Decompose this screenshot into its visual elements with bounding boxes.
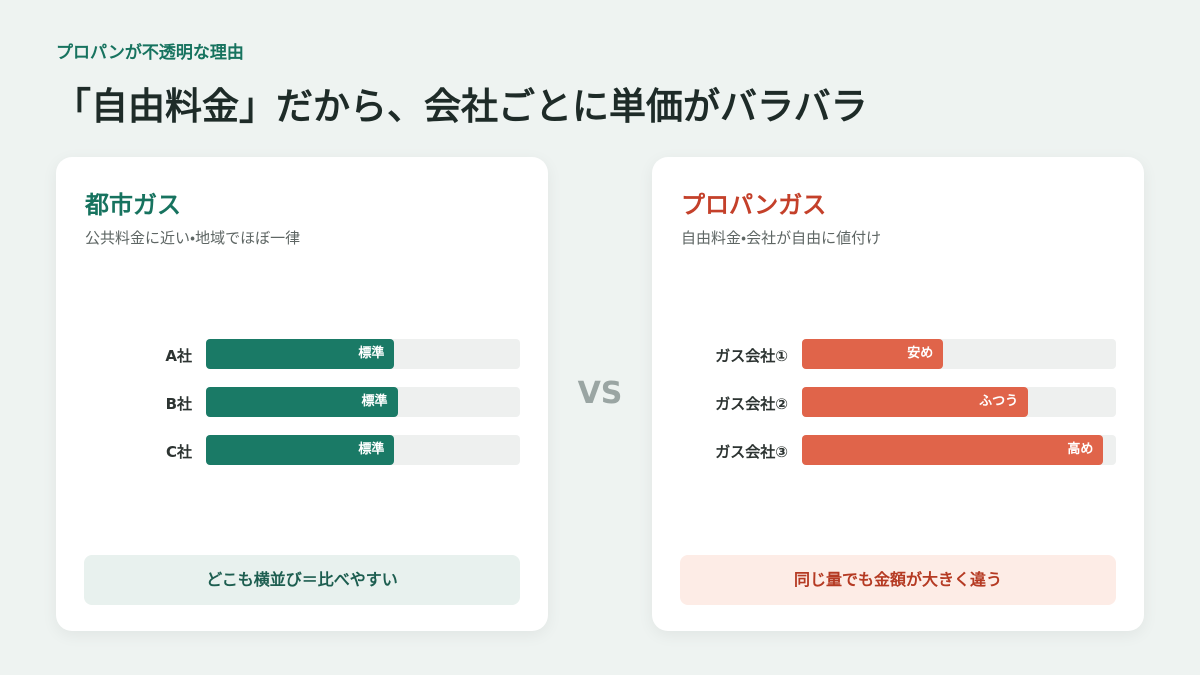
bar-tag: 標準	[361, 394, 388, 409]
bar: 標準	[206, 387, 398, 417]
bar: ふつう	[802, 387, 1029, 417]
row-label: A社	[165, 347, 192, 365]
bar-tag: ふつう	[979, 394, 1019, 409]
bar: 高め	[802, 435, 1104, 465]
panel-note: 同じ量でも金額が大きく違う	[680, 555, 1116, 605]
bar-tag: 高め	[1067, 442, 1094, 457]
row-label: ガス会社①	[715, 347, 788, 365]
row-label: ガス会社②	[715, 395, 788, 413]
bar-track: 安め	[802, 339, 1116, 369]
panel-card: 都市ガス 公共料金に近い・地域でほぼ一律 A社 標準 B社 標準 C社 標準 どこも横並び＝比べ…	[56, 157, 548, 631]
panel-card: プロパンガス自由料金・会社が自由に値付けガス会社① 安めガス会社② ふつうガス会社③…	[652, 157, 1144, 631]
bar-tag: 標準	[358, 346, 385, 361]
bar-tag: 標準	[358, 442, 385, 457]
bar-track: 標準	[206, 435, 520, 465]
bar: 安め	[802, 339, 944, 369]
bar: 標準	[206, 339, 395, 369]
row-label: B社	[165, 395, 192, 413]
panel-title: 都市ガス	[85, 191, 181, 219]
bar-track: 標準	[206, 339, 520, 369]
panel-subtitle: 自由料金・会社が自由に値付け	[681, 229, 882, 247]
vs-label: VS	[577, 376, 623, 411]
bar-track: 高め	[802, 435, 1116, 465]
panel-note: どこも横並び＝比べやすい	[84, 555, 520, 605]
kicker: プロパンが不透明な理由	[56, 43, 244, 63]
bar: 標準	[206, 435, 395, 465]
row-label: ガス会社③	[715, 443, 788, 461]
bar-track: 標準	[206, 387, 520, 417]
panel-title: プロパンガス	[681, 191, 827, 219]
title: 「自由料金」だから、会社ごとに単価がバラバラ	[54, 85, 868, 128]
panel-subtitle: 公共料金に近い・地域でほぼ一律	[85, 229, 301, 247]
bar-tag: 安め	[907, 346, 934, 361]
bar-track: ふつう	[802, 387, 1116, 417]
row-label: C社	[165, 443, 192, 461]
